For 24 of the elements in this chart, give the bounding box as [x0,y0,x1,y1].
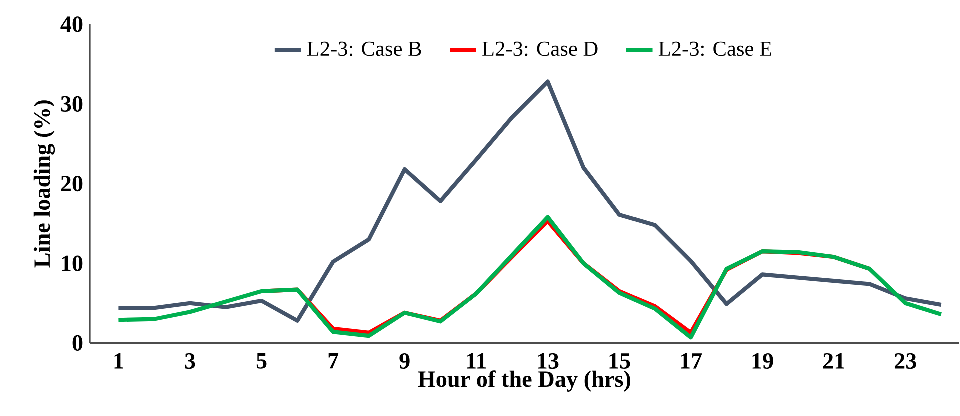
line-series [116,215,944,340]
line-series [116,80,944,323]
x-tick-label: 19 [752,353,774,369]
y-tick-label: 0 [72,335,83,351]
legend-label: L2-3: Case D [482,42,598,56]
y-tick-label: 10 [62,256,83,272]
y-axis-title: Line loading (%) [34,100,56,268]
x-tick-label: 17 [681,353,702,369]
x-tick-label: 21 [823,353,844,369]
y-tick-label: 30 [61,96,83,112]
x-tick-label: 15 [610,353,630,369]
x-tick-label: 9 [400,353,410,369]
x-tick-label: 1 [114,353,124,369]
x-tick-label: 13 [538,353,559,369]
y-tick-label: 20 [61,176,83,192]
y-tick-label: 40 [60,16,83,32]
x-tick-label: 7 [328,353,339,369]
x-tick-label: 3 [185,353,196,369]
x-tick-label: 11 [467,353,486,369]
x-tick-label: 5 [256,353,267,369]
x-tick-label: 23 [894,353,916,369]
x-axis-title: Hour of the Day (hrs) [418,370,630,392]
legend-label: L2-3: Case E [658,42,772,56]
legend-label: L2-3: Case B [307,42,422,56]
